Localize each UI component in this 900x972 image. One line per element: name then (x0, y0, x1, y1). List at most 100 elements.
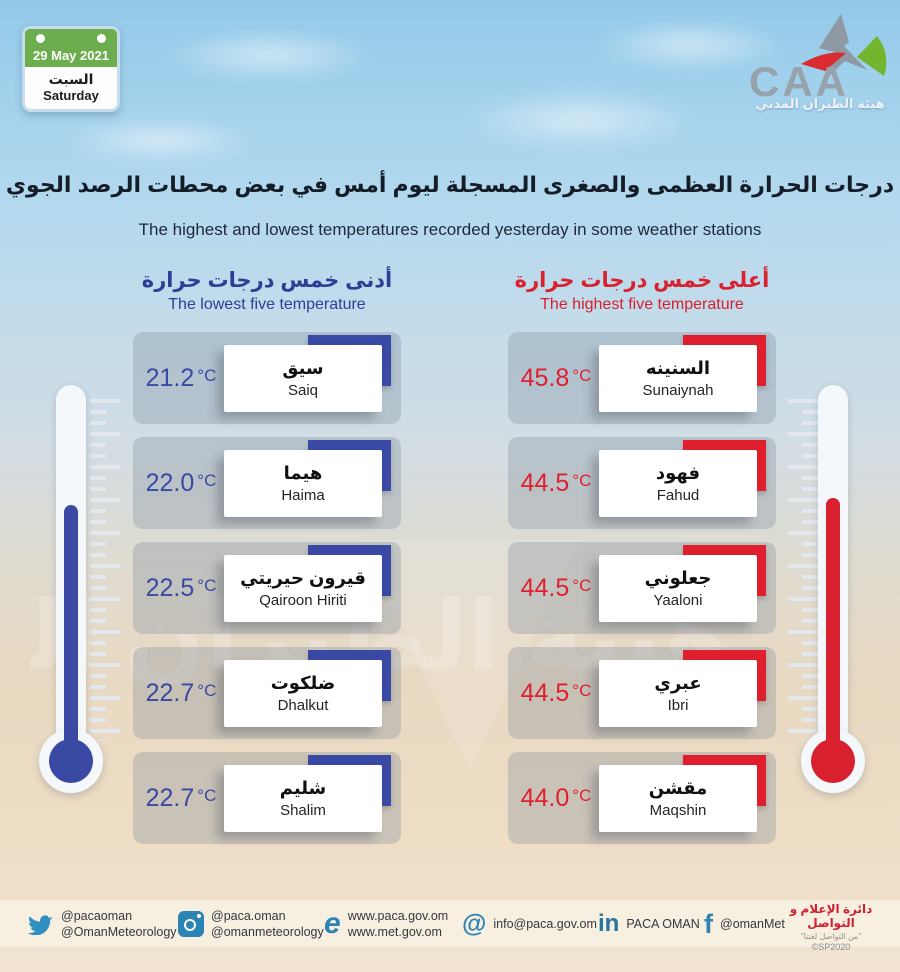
station-card: السنينه Sunaiynah 45.8 °C (508, 332, 776, 424)
footer (0, 900, 900, 947)
station-name-english: Dhalkut (277, 697, 329, 714)
lowest-header-english: The lowest five temperature (168, 296, 366, 313)
calendar-ring-hole (36, 34, 45, 43)
station-card: مقشن Maqshin 44.0 °C (508, 752, 776, 844)
linkedin-icon: in (598, 910, 620, 937)
station-temp: 44.0 °C (520, 783, 592, 812)
station-name-arabic: قيرون حيريتي (240, 568, 366, 588)
station-temp: 44.5 °C (520, 678, 592, 707)
caa-logo-org-arabic: هيئة الطيران المدني (755, 96, 885, 111)
linkedin-name: PACA OMAN (626, 916, 700, 931)
caa-logo-text: CAA (749, 58, 849, 100)
highest-header-english: The highest five temperature (540, 296, 744, 313)
station-name-card: فهود Fahud (599, 450, 757, 517)
thermometer-mercury (64, 505, 78, 760)
web-browser-icon: e (324, 907, 341, 940)
station-name-arabic: شليم (279, 778, 327, 798)
instagram-icon (178, 911, 204, 937)
email-icon: @ (462, 909, 487, 938)
facebook-handle: @omanMet (720, 916, 785, 931)
calendar-date: 29 May 2021 (33, 48, 109, 63)
web-urls: www.paca.gov.om www.met.gov.om (347, 908, 449, 939)
thermometer-bulb-fill (811, 739, 855, 783)
station-name-english: Yaaloni (653, 592, 703, 609)
twitter-handles: @pacaoman @OmanMeteorology (61, 908, 177, 939)
station-name-arabic: جعلوني (644, 568, 712, 588)
station-card: سيق Saiq 21.2 °C (133, 332, 401, 424)
station-name-arabic: هيما (283, 463, 323, 483)
station-temp: 22.7 °C (145, 783, 217, 812)
station-card: هيما Haima 22.0 °C (133, 437, 401, 529)
highest-header-arabic: أعلى خمس درجات حرارة (514, 269, 770, 292)
calendar-day-english: Saturday (43, 88, 99, 103)
station-name-card: هيما Haima (224, 450, 382, 517)
footer-bottom-strip (0, 947, 900, 972)
cloud-decoration (130, 20, 410, 90)
cloud-decoration (420, 80, 740, 160)
cloud-decoration (30, 110, 290, 170)
media-dept-block: دائرة الإعلام و التواصل "من التواصل لغتن… (768, 902, 894, 952)
station-name-arabic: عبري (654, 673, 702, 693)
station-card: جعلوني Yaaloni 44.5 °C (508, 542, 776, 634)
station-name-card: جعلوني Yaaloni (599, 555, 757, 622)
caa-logo-plane-icon: CAA (749, 14, 887, 100)
station-card: فهود Fahud 44.5 °C (508, 437, 776, 529)
station-name-english: Qairoon Hiriti (259, 592, 347, 609)
station-name-arabic: ضلكوت (270, 673, 336, 693)
instagram-handles: @paca.oman @omanmeteorology (211, 908, 324, 939)
thermometer-ticks (788, 399, 818, 741)
station-name-card: سيق Saiq (224, 345, 382, 412)
station-temp: 44.5 °C (520, 573, 592, 602)
calendar: 29 May 2021 السبت Saturday (22, 26, 120, 112)
facebook-icon: f (704, 908, 713, 939)
thermometer-ticks (90, 399, 120, 741)
lowest-header-arabic: أدنى خمس درجات حرارة (141, 269, 393, 292)
station-name-arabic: فهود (655, 463, 701, 483)
station-name-card: قيرون حيريتي Qairoon Hiriti (224, 555, 382, 622)
thermometer-high-icon (780, 385, 880, 815)
calendar-ring-hole (97, 34, 106, 43)
station-card: شليم Shalim 22.7 °C (133, 752, 401, 844)
station-temp: 22.5 °C (145, 573, 217, 602)
station-name-arabic: مقشن (648, 778, 708, 798)
title-arabic: درجات الحرارة العظمى والصغرى المسجلة ليو… (5, 172, 895, 197)
cloud-decoration (560, 10, 820, 80)
highest-column-header: أعلى خمس درجات حرارة The highest five te… (492, 268, 792, 314)
caa-logo: CAA هيئة الطيران المدني (745, 12, 895, 116)
station-name-english: Fahud (656, 487, 700, 504)
station-name-english: Sunaiynah (642, 382, 714, 399)
station-temp: 44.5 °C (520, 468, 592, 497)
station-name-english: Ibri (667, 697, 689, 714)
lowest-column-header: أدنى خمس درجات حرارة The lowest five tem… (117, 268, 417, 314)
thermometer-mercury (826, 498, 840, 760)
copyright: ©SP2020 (811, 942, 851, 952)
station-name-card: السنينه Sunaiynah (599, 345, 757, 412)
calendar-header: 29 May 2021 (25, 29, 117, 67)
media-slogan-arabic: "من التواصل لغتنا" (800, 932, 862, 941)
station-temp: 21.2 °C (145, 363, 217, 392)
thermometer-low-icon (38, 385, 138, 815)
station-name-card: مقشن Maqshin (599, 765, 757, 832)
station-name-english: Shalim (280, 802, 326, 819)
station-name-card: شليم Shalim (224, 765, 382, 832)
station-temp: 22.7 °C (145, 678, 217, 707)
station-card: ضلكوت Dhalkut 22.7 °C (133, 647, 401, 739)
media-dept-arabic: دائرة الإعلام و التواصل (789, 902, 873, 930)
twitter-icon (28, 915, 53, 935)
station-name-card: عبري Ibri (599, 660, 757, 727)
station-name-arabic: سيق (282, 358, 324, 378)
station-name-card: ضلكوت Dhalkut (224, 660, 382, 727)
title-english: The highest and lowest temperatures reco… (138, 220, 762, 239)
station-card: قيرون حيريتي Qairoon Hiriti 22.5 °C (133, 542, 401, 634)
station-temp: 22.0 °C (145, 468, 217, 497)
station-name-arabic: السنينه (645, 358, 711, 378)
station-name-english: Haima (281, 487, 325, 504)
station-temp: 45.8 °C (520, 363, 592, 392)
thermometer-bulb-fill (49, 739, 93, 783)
station-card: عبري Ibri 44.5 °C (508, 647, 776, 739)
station-name-english: Maqshin (649, 802, 707, 819)
calendar-day-arabic: السبت (48, 71, 94, 87)
email-address: info@paca.gov.om (493, 916, 597, 931)
station-name-english: Saiq (287, 382, 319, 399)
